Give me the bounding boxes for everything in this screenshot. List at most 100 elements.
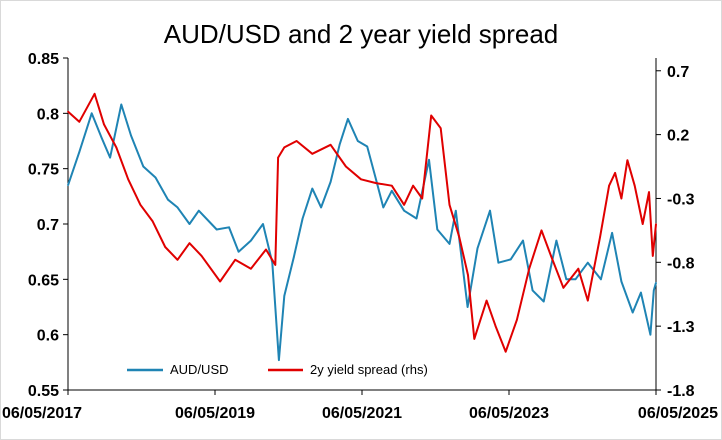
data-point [347, 118, 349, 120]
data-point [640, 291, 642, 294]
data-point [228, 226, 230, 229]
data-point [103, 123, 105, 126]
data-point [528, 267, 530, 270]
data-point [67, 184, 69, 187]
data-point [476, 247, 479, 250]
data-point [278, 359, 280, 361]
data-point [531, 289, 534, 292]
data-point [655, 281, 657, 284]
data-point [311, 153, 314, 155]
data-point [473, 338, 476, 340]
data-point [176, 206, 179, 209]
data-point [600, 278, 602, 281]
data-point [448, 243, 451, 245]
data-point [555, 239, 558, 242]
data-point [391, 184, 393, 187]
data-point [320, 206, 322, 209]
data-point [415, 217, 418, 220]
data-point [167, 198, 169, 201]
data-point [652, 255, 654, 257]
data-point [188, 223, 191, 225]
data-point [237, 250, 240, 253]
data-point [504, 350, 507, 353]
data-point [219, 280, 221, 283]
legend-label-yield-spread: 2y yield spread (rhs) [310, 362, 428, 377]
data-point [614, 172, 616, 174]
data-point [301, 217, 304, 220]
data-point [403, 209, 405, 212]
legend-label-audusd: AUD/USD [170, 362, 229, 377]
data-point [154, 176, 157, 179]
left-tick-label: 0.85 [28, 51, 59, 68]
right-tick-label: 0.2 [667, 128, 689, 145]
data-point [283, 295, 286, 297]
yield-spread-line [67, 92, 657, 353]
data-point [329, 144, 332, 146]
left-tick-label: 0.8 [37, 106, 59, 123]
data-point [562, 287, 565, 289]
data-point [587, 299, 589, 302]
x-tick-label: 06/05/2025 [638, 405, 718, 422]
data-point [542, 300, 545, 303]
data-point [198, 209, 200, 212]
data-point [439, 127, 442, 129]
data-point [78, 121, 81, 123]
left-tick-label: 0.7 [37, 217, 59, 234]
data-point [176, 259, 179, 261]
x-tick-label: 06/05/2017 [2, 405, 82, 422]
data-point [633, 184, 636, 187]
x-tick-label: 06/05/2019 [175, 405, 255, 422]
data-point [357, 140, 359, 142]
data-point [611, 232, 613, 234]
data-point [631, 311, 634, 314]
data-point [109, 156, 111, 159]
data-point [421, 197, 424, 200]
data-point [366, 145, 369, 148]
data-point [215, 228, 218, 231]
data-point [403, 204, 405, 206]
data-point [151, 220, 154, 223]
data-point [599, 236, 601, 238]
left-tick-label: 0.75 [28, 162, 59, 179]
data-point [455, 209, 457, 212]
data-point [655, 223, 657, 225]
data-point [262, 223, 264, 225]
data-point [250, 267, 252, 270]
data-point [265, 248, 267, 251]
data-point [620, 197, 623, 200]
data-point [360, 178, 362, 181]
data-point [250, 239, 252, 242]
data-point [467, 274, 469, 276]
right-tick-label: -1.3 [667, 319, 695, 336]
data-point [448, 204, 451, 206]
data-point [277, 156, 279, 159]
data-point [497, 261, 500, 264]
data-point [329, 181, 332, 183]
data-point [466, 306, 469, 308]
data-point [608, 184, 610, 187]
x-tick-label: 06/05/2023 [469, 405, 549, 422]
data-point [430, 114, 433, 117]
data-point [649, 333, 652, 336]
data-point [67, 110, 69, 113]
data-point [142, 165, 145, 168]
data-point [436, 228, 439, 231]
data-point [115, 146, 118, 149]
data-point [522, 239, 524, 242]
data-point [164, 246, 166, 248]
right-tick-label: -0.8 [667, 255, 695, 272]
data-point [130, 134, 132, 137]
data-point [620, 280, 623, 283]
data-point [120, 103, 123, 106]
data-point [648, 191, 650, 193]
data-point [565, 278, 568, 281]
data-point [127, 178, 129, 181]
data-point [509, 258, 512, 261]
right-tick-label: -0.3 [667, 191, 695, 208]
data-point [338, 143, 341, 146]
data-point [234, 259, 236, 261]
data-point [100, 136, 103, 139]
data-point [412, 184, 414, 187]
